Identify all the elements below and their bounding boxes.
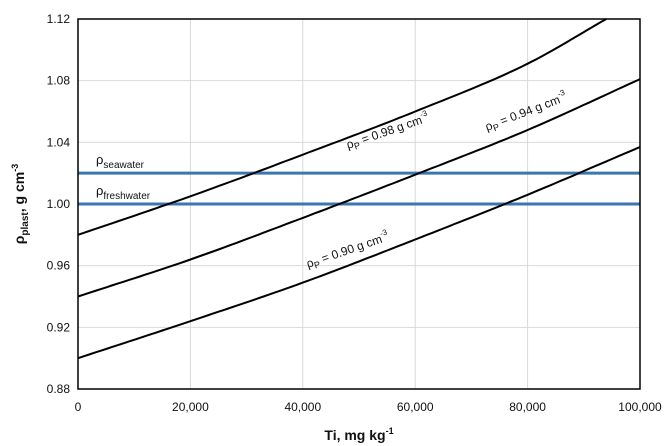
- y-tick-label: 1.04: [47, 135, 71, 149]
- density-curve-2: [77, 18, 607, 236]
- curve-label-1: ρP = 0.94 g cm-3: [482, 88, 570, 136]
- y-tick-label: 1.00: [47, 197, 71, 211]
- y-tick-label: 0.96: [47, 259, 71, 273]
- x-tick-label: 40,000: [284, 400, 321, 414]
- plot-area-frame: [77, 18, 641, 390]
- y-axis-title-rest: , g cm: [11, 172, 27, 212]
- y-axis-title-sup: -3: [10, 164, 20, 172]
- x-tick-label: 20,000: [172, 400, 209, 414]
- tick-labels: 0 20,000 40,000 60,000 80,000 100,000 0.88 0.92…: [47, 12, 662, 414]
- curve-label-2: ρP = 0.98 g cm-3: [344, 108, 432, 153]
- x-axis-title-sup: -1: [386, 426, 394, 436]
- x-tick-label: 60,000: [397, 400, 434, 414]
- x-tick-label: 100,000: [618, 400, 662, 414]
- x-tick-label: 80,000: [509, 400, 546, 414]
- y-tick-label: 1.08: [47, 74, 71, 88]
- y-axis-title-sub: plast: [20, 212, 31, 236]
- density-curve-0: [77, 146, 641, 360]
- x-axis-title: Ti, mg kg-1: [324, 426, 393, 443]
- y-axis-title: ρplast, g cm-3: [10, 164, 31, 245]
- reference-label-freshwater: ρfreshwater: [96, 183, 151, 202]
- reference-lines: [78, 171, 640, 206]
- y-axis-title-rho: ρ: [11, 235, 27, 244]
- reference-label-seawater: ρseawater: [96, 152, 145, 171]
- density-curve-1: [77, 78, 641, 298]
- x-axis-title-main: Ti, mg kg: [324, 427, 385, 443]
- density-curves: [77, 18, 641, 360]
- y-tick-label: 0.92: [47, 320, 71, 334]
- y-tick-label: 1.12: [47, 12, 71, 26]
- x-tick-label: 0: [75, 400, 82, 414]
- y-tick-label: 0.88: [47, 382, 71, 396]
